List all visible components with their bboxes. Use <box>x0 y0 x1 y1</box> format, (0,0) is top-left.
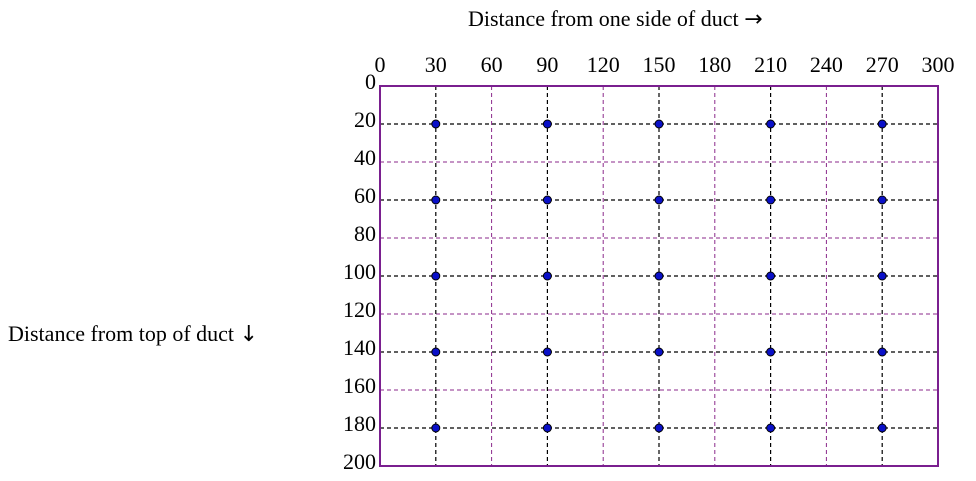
measurement-point <box>877 271 887 281</box>
y-tick-label: 20 <box>354 107 376 132</box>
y-tick-label: 200 <box>343 449 376 474</box>
x-axis-title: Distance from one side of duct → <box>468 8 763 31</box>
right-arrow-icon: → <box>744 7 763 32</box>
y-tick-label: 120 <box>343 297 376 322</box>
measurement-point <box>766 119 776 129</box>
y-tick-label: 0 <box>365 69 376 94</box>
measurement-point <box>431 271 441 281</box>
measurement-point <box>542 119 552 129</box>
duct-frame <box>379 85 939 467</box>
x-tick-label: 120 <box>586 52 620 77</box>
y-tick-label: 160 <box>343 373 376 398</box>
down-arrow-icon: ↓ <box>239 322 258 347</box>
measurement-point <box>877 119 887 129</box>
x-tick-label: 60 <box>480 52 503 77</box>
measurement-point <box>766 347 776 357</box>
x-tick-label: 240 <box>809 52 843 77</box>
measurement-point <box>877 423 887 433</box>
measurement-point <box>542 195 552 205</box>
measurement-point <box>766 195 776 205</box>
measurement-point <box>766 423 776 433</box>
measurement-point <box>431 347 441 357</box>
y-axis-title: Distance from top of duct ↓ <box>8 323 258 346</box>
measurement-point <box>542 271 552 281</box>
y-tick-label: 100 <box>343 259 376 284</box>
measurement-point <box>877 195 887 205</box>
measurement-point <box>654 119 664 129</box>
x-tick-label: 210 <box>754 52 788 77</box>
measurement-point <box>877 347 887 357</box>
measurement-point <box>431 195 441 205</box>
measurement-point <box>542 423 552 433</box>
x-tick-label: 300 <box>921 52 955 77</box>
y-tick-label: 40 <box>354 145 376 170</box>
x-tick-label: 90 <box>536 52 559 77</box>
x-tick-label: 150 <box>642 52 676 77</box>
y-tick-label: 60 <box>354 183 376 208</box>
measurement-point <box>654 347 664 357</box>
y-tick-label: 180 <box>343 411 376 436</box>
x-tick-label: 270 <box>865 52 899 77</box>
y-tick-label: 140 <box>343 335 376 360</box>
measurement-point <box>431 119 441 129</box>
x-tick-label: 0 <box>374 52 386 77</box>
y-tick-label: 80 <box>354 221 376 246</box>
measurement-point <box>654 423 664 433</box>
measurement-point <box>431 423 441 433</box>
x-tick-label: 30 <box>424 52 447 77</box>
measurement-point <box>654 195 664 205</box>
measurement-point <box>654 271 664 281</box>
measurement-point <box>542 347 552 357</box>
x-tick-label: 180 <box>698 52 732 77</box>
x-axis-title-text: Distance from one side of duct <box>468 6 739 31</box>
y-axis-title-text: Distance from top of duct <box>8 321 235 346</box>
measurement-point <box>766 271 776 281</box>
